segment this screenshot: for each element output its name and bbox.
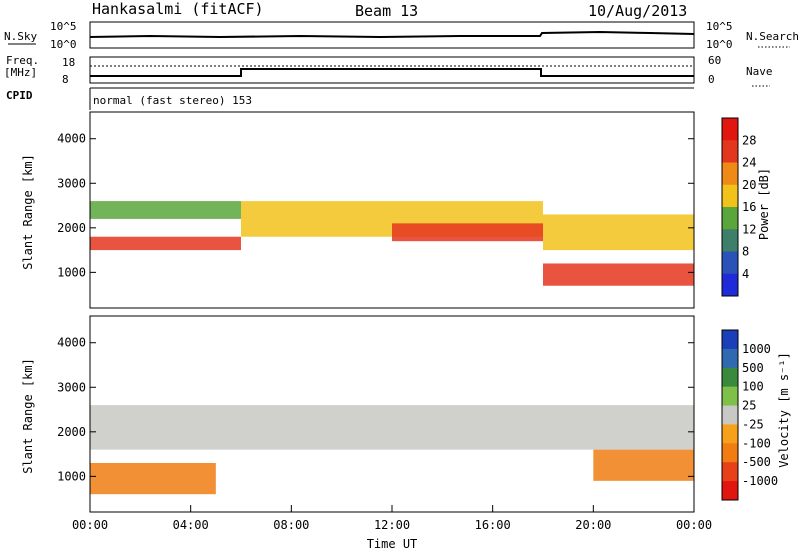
nsky-panel bbox=[89, 21, 695, 49]
nave-label: Nave bbox=[746, 65, 773, 78]
velocity-colorbar-tick-5: -100 bbox=[742, 436, 771, 450]
power-frame bbox=[89, 111, 695, 309]
power-colorbar-frame bbox=[721, 117, 739, 297]
power-colorbar-seg-3 bbox=[722, 184, 738, 208]
velocity-colorbar-tick-6: -500 bbox=[742, 455, 771, 469]
nsky-label: N.Sky bbox=[4, 30, 37, 43]
velocity-colorbar-tick-4: -25 bbox=[742, 417, 764, 431]
xtick-label-0: 00:00 bbox=[72, 518, 108, 532]
station-title: Hankasalmi (fitACF) bbox=[92, 0, 264, 18]
velocity-colorbar-seg-0 bbox=[722, 330, 738, 350]
date-title: 10/Aug/2013 bbox=[588, 2, 687, 20]
time-x-ticks: 00:00 04:00 08:00 12:00 16:00 20:00 00:00 bbox=[72, 505, 712, 532]
power-panel: 1000 2000 3000 4000 Slant Range [km] bbox=[21, 111, 695, 309]
velocity-colorbar-seg-1 bbox=[722, 348, 738, 369]
power-colorbar-seg-0 bbox=[722, 118, 738, 141]
time-x-axis-label: Time UT bbox=[367, 537, 418, 551]
power-ytick-label-0: 1000 bbox=[57, 265, 86, 279]
velocity-colorbar-seg-3 bbox=[722, 386, 738, 407]
velocity-colorbar-tick-3: 25 bbox=[742, 399, 756, 413]
velocity-band-0 bbox=[90, 405, 694, 450]
power-colorbar-label: Power [dB] bbox=[757, 168, 771, 240]
power-colorbar-tick-0: 4 bbox=[742, 267, 749, 281]
power-colorbar-seg-2 bbox=[722, 162, 738, 186]
power-colorbar-tick-2: 12 bbox=[742, 222, 756, 236]
power-ytick-label-2: 3000 bbox=[57, 176, 86, 190]
power-y-axis-label: Slant Range [km] bbox=[21, 154, 35, 270]
velocity-band-2 bbox=[593, 449, 694, 481]
power-colorbar-tick-3: 16 bbox=[742, 200, 756, 214]
power-colorbar-seg-5 bbox=[722, 229, 738, 252]
velocity-colorbar-tick-2: 100 bbox=[742, 380, 764, 394]
velocity-colorbar-tick-1: 500 bbox=[742, 361, 764, 375]
power-band-5 bbox=[543, 214, 694, 251]
xtick-label-5: 20:00 bbox=[575, 518, 611, 532]
beam-title: Beam 13 bbox=[355, 2, 418, 20]
xtick-label-4: 16:00 bbox=[475, 518, 511, 532]
power-colorbar-seg-7 bbox=[722, 273, 738, 297]
power-colorbar-tick-4: 20 bbox=[742, 178, 756, 192]
power-colorbar-tick-6: 28 bbox=[742, 133, 756, 147]
velocity-ytick-label-2: 3000 bbox=[57, 380, 86, 394]
power-band-0 bbox=[90, 236, 241, 251]
nsky-tick-bottom: 10^0 bbox=[50, 38, 77, 51]
xtick-label-6: 00:00 bbox=[676, 518, 712, 532]
velocity-y-ticks: 1000 2000 3000 4000 bbox=[57, 336, 694, 483]
velocity-ytick-label-1: 2000 bbox=[57, 425, 86, 439]
velocity-colorbar-seg-8 bbox=[722, 481, 738, 501]
power-ytick-label-1: 2000 bbox=[57, 221, 86, 235]
cpid-label: CPID bbox=[6, 89, 33, 102]
nave-tick-top: 60 bbox=[708, 54, 721, 67]
power-colorbar-seg-6 bbox=[722, 251, 738, 275]
power-colorbar-seg-1 bbox=[722, 140, 738, 163]
mode-label: normal (fast stereo) 153 bbox=[93, 94, 252, 107]
xtick-label-1: 04:00 bbox=[173, 518, 209, 532]
velocity-colorbar-frame bbox=[721, 329, 739, 501]
velocity-y-axis-label: Slant Range [km] bbox=[21, 358, 35, 474]
velocity-colorbar-tick-0: 1000 bbox=[742, 342, 771, 356]
velocity-ytick-label-3: 4000 bbox=[57, 336, 86, 350]
freq-label-1: Freq. bbox=[6, 54, 39, 67]
power-band-3 bbox=[392, 223, 543, 242]
power-colorbar: 4 8 12 16 20 24 28 bbox=[721, 117, 756, 297]
nsky-tick-top: 10^5 bbox=[50, 20, 77, 33]
velocity-panel: 1000 2000 3000 4000 00:00 04:00 08:00 12:00 16:… bbox=[21, 315, 712, 551]
nsky-trace bbox=[89, 30, 695, 39]
xtick-label-2: 08:00 bbox=[273, 518, 309, 532]
power-band-4 bbox=[543, 263, 694, 286]
power-colorbar-tick-5: 24 bbox=[742, 156, 756, 170]
velocity-colorbar-seg-7 bbox=[722, 462, 738, 482]
nsearch-tick-top: 10^5 bbox=[706, 20, 733, 33]
velocity-marks bbox=[90, 405, 694, 495]
xtick-label-3: 12:00 bbox=[374, 518, 410, 532]
power-ytick-label-3: 4000 bbox=[57, 132, 86, 146]
velocity-colorbar-label: Velocity [m s⁻¹] bbox=[777, 352, 791, 468]
nsearch-label: N.Search bbox=[746, 30, 799, 43]
power-band-1 bbox=[90, 201, 241, 219]
nsearch-tick-bottom: 10^0 bbox=[706, 38, 733, 51]
power-colorbar-seg-4 bbox=[722, 207, 738, 230]
freq-tick-bottom: 8 bbox=[62, 73, 69, 86]
freq-tick-top: 18 bbox=[62, 56, 75, 69]
velocity-colorbar: 1000 500 100 25 -25 -100 -500 -1000 bbox=[721, 329, 778, 501]
velocity-colorbar-seg-6 bbox=[722, 443, 738, 463]
velocity-ytick-label-0: 1000 bbox=[57, 469, 86, 483]
power-y-ticks: 1000 2000 3000 4000 bbox=[57, 132, 694, 279]
velocity-colorbar-tick-7: -1000 bbox=[742, 474, 778, 488]
nave-trace bbox=[90, 68, 694, 77]
velocity-colorbar-seg-4 bbox=[722, 405, 738, 425]
velocity-colorbar-seg-5 bbox=[722, 424, 738, 444]
velocity-colorbar-seg-2 bbox=[722, 367, 738, 388]
velocity-band-1 bbox=[90, 463, 216, 495]
power-colorbar-tick-1: 8 bbox=[742, 245, 749, 259]
freq-label-2: [MHz] bbox=[4, 66, 37, 79]
nave-tick-bottom: 0 bbox=[708, 73, 715, 86]
power-marks bbox=[90, 201, 694, 286]
freq-panel bbox=[89, 56, 695, 84]
